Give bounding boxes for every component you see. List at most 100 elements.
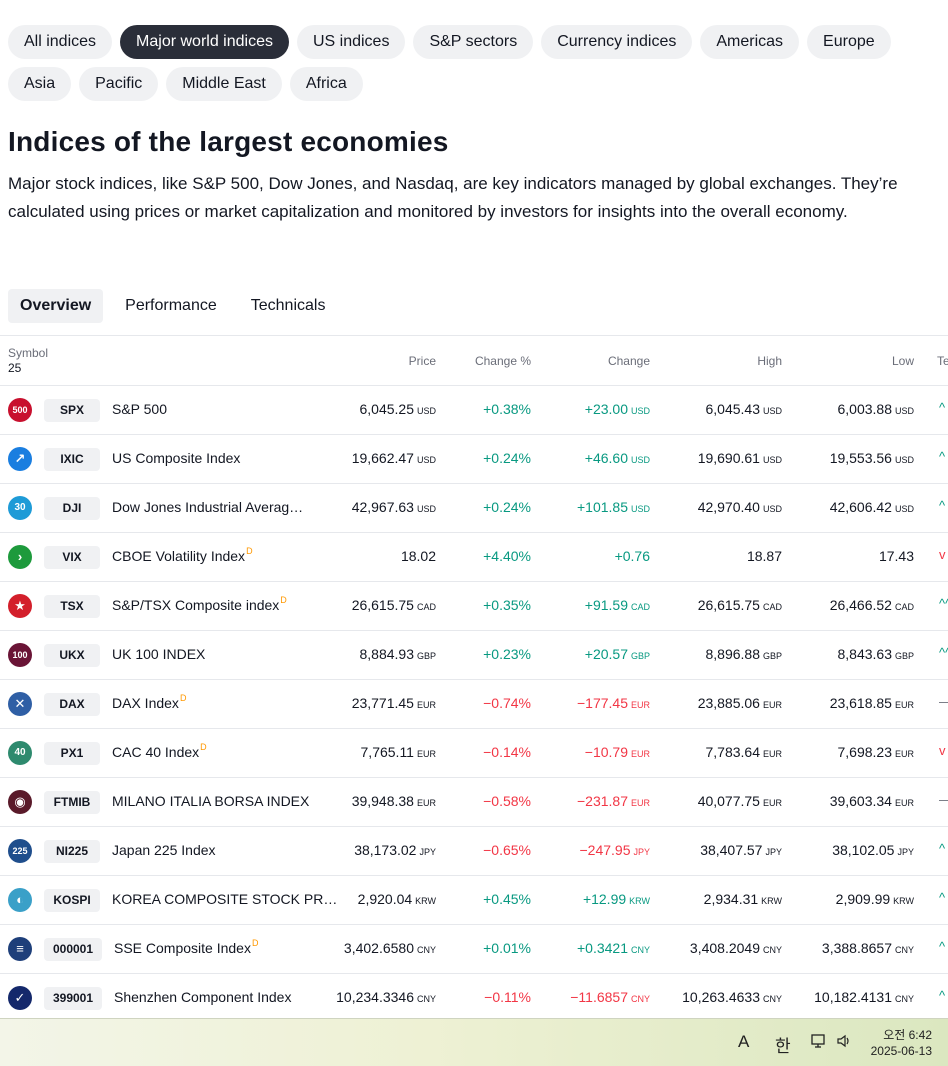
- price-value: 39,948.38: [351, 793, 414, 809]
- high-value: 23,885.06: [697, 695, 760, 711]
- index-name[interactable]: CBOE Volatility IndexD: [112, 546, 253, 564]
- filter-pill-europe[interactable]: Europe: [807, 25, 891, 59]
- ticker-badge[interactable]: SPX: [44, 399, 100, 422]
- table-row[interactable]: ◐ KOSPI KOREA COMPOSITE STOCK PR… 2,920.04 K…: [0, 876, 948, 925]
- tab-overview[interactable]: Overview: [8, 289, 104, 323]
- technical-rating-icon: ^: [939, 400, 946, 415]
- index-name[interactable]: SSE Composite IndexD: [114, 938, 258, 956]
- header-technicals[interactable]: Te: [937, 354, 948, 368]
- high-cell: 10,263.4633 CNY: [682, 989, 782, 1005]
- header-change-pct[interactable]: Change %: [474, 354, 531, 368]
- filter-pill-middle-east[interactable]: Middle East: [166, 67, 282, 101]
- ticker-badge[interactable]: DJI: [44, 497, 100, 520]
- currency-unit: CNY: [630, 945, 650, 955]
- ticker-badge[interactable]: IXIC: [44, 448, 100, 471]
- ticker-badge[interactable]: DAX: [44, 693, 100, 716]
- change-pct-cell: +0.35%: [483, 597, 531, 613]
- ticker-badge[interactable]: UKX: [44, 644, 100, 667]
- chg-cell: −11.6857 CNY: [570, 989, 650, 1005]
- ticker-badge[interactable]: VIX: [44, 546, 100, 569]
- high-cell: 2,934.31 KRW: [704, 891, 782, 907]
- filter-pill-asia[interactable]: Asia: [8, 67, 72, 101]
- change-pct-cell: +0.24%: [483, 450, 531, 466]
- page-title: Indices of the largest economies: [8, 126, 449, 157]
- ticker-badge[interactable]: 000001: [44, 938, 102, 961]
- ime-mode-indicator[interactable]: A: [738, 1032, 750, 1051]
- filter-pill-africa[interactable]: Africa: [289, 67, 363, 101]
- table-row[interactable]: ✓ 399001 Shenzhen Component Index 10,234.33…: [0, 974, 948, 1023]
- chg-cell: −10.79 EUR: [585, 744, 650, 760]
- header-high[interactable]: High: [757, 354, 782, 368]
- index-name[interactable]: S&P/TSX Composite indexD: [112, 595, 287, 613]
- index-logo-icon: ◐: [8, 888, 32, 912]
- network-icon[interactable]: [810, 1032, 828, 1055]
- index-name[interactable]: MILANO ITALIA BORSA INDEX: [112, 793, 309, 809]
- filter-pill-all-indices[interactable]: All indices: [8, 25, 113, 59]
- tab-technicals[interactable]: Technicals: [250, 297, 326, 314]
- currency-unit: CNY: [630, 994, 650, 1004]
- table-row[interactable]: 100 UKX UK 100 INDEX 8,884.93 GBP +0.23% +20.5…: [0, 631, 948, 680]
- delayed-data-mark: D: [246, 546, 253, 556]
- table-row[interactable]: › VIX CBOE Volatility IndexD 18.02 +4.40% +0.…: [0, 533, 948, 582]
- index-name[interactable]: Shenzhen Component Index: [114, 989, 291, 1005]
- technical-rating-icon: ^: [939, 890, 946, 905]
- ticker-badge[interactable]: TSX: [44, 595, 100, 618]
- ticker-badge[interactable]: NI225: [44, 840, 100, 863]
- table-row[interactable]: ✕ DAX DAX IndexD 23,771.45 EUR −0.74% −177.45 E…: [0, 680, 948, 729]
- table-row[interactable]: 40 PX1 CAC 40 IndexD 7,765.11 EUR −0.14% −10.7…: [0, 729, 948, 778]
- index-name[interactable]: US Composite Index: [112, 450, 240, 466]
- index-name[interactable]: UK 100 INDEX: [112, 646, 205, 662]
- header-change[interactable]: Change: [607, 354, 650, 368]
- filter-pill-sandp-sectors[interactable]: S&P sectors: [413, 25, 534, 59]
- filter-pill-currency-indices[interactable]: Currency indices: [541, 25, 693, 59]
- table-row[interactable]: ◉ FTMIB MILANO ITALIA BORSA INDEX 39,948.38…: [0, 778, 948, 827]
- low-value: 38,102.05: [832, 842, 895, 858]
- index-name[interactable]: KOREA COMPOSITE STOCK PR…: [112, 891, 337, 907]
- index-name[interactable]: Dow Jones Industrial Averag…: [112, 499, 303, 515]
- high-value: 26,615.75: [697, 597, 760, 613]
- chg-value: +23.00: [584, 401, 628, 417]
- high-cell: 7,783.64 EUR: [705, 744, 782, 760]
- filter-pill-major-world-indices[interactable]: Major world indices: [120, 25, 289, 59]
- table-row[interactable]: 30 DJI Dow Jones Industrial Averag… 42,967.…: [0, 484, 948, 533]
- price-value: 23,771.45: [351, 695, 414, 711]
- delayed-data-mark: D: [280, 595, 287, 605]
- volume-icon[interactable]: [836, 1033, 852, 1054]
- chg-value: +91.59: [584, 597, 628, 613]
- table-row[interactable]: ↗ IXIC US Composite Index 19,662.47 USD +0.24…: [0, 435, 948, 484]
- ime-language-indicator[interactable]: 한: [775, 1037, 791, 1056]
- low-cell: 3,388.8657 CNY: [822, 940, 914, 956]
- currency-unit: JPY: [419, 847, 436, 857]
- index-name[interactable]: CAC 40 IndexD: [112, 742, 207, 760]
- currency-unit: USD: [630, 406, 650, 416]
- low-value: 26,466.52: [829, 597, 892, 613]
- tab-performance[interactable]: Performance: [125, 297, 217, 314]
- chg-cell: −177.45 EUR: [577, 695, 650, 711]
- chg-cell: +91.59 CAD: [585, 597, 650, 613]
- currency-unit: CNY: [416, 994, 436, 1004]
- filter-pill-americas[interactable]: Americas: [700, 25, 800, 59]
- index-name[interactable]: S&P 500: [112, 401, 167, 417]
- table-row[interactable]: ★ TSX S&P/TSX Composite indexD 26,615.75 CAD…: [0, 582, 948, 631]
- index-name[interactable]: DAX IndexD: [112, 693, 186, 711]
- currency-unit: GBP: [630, 651, 650, 661]
- table-row[interactable]: 225 NI225 Japan 225 Index 38,173.02 JPY −0.65…: [0, 827, 948, 876]
- table-row[interactable]: 500 SPX S&P 500 6,045.25 USD +0.38% +23.00 USD 6…: [0, 386, 948, 435]
- header-symbol[interactable]: Symbol 25: [8, 346, 49, 375]
- ticker-badge[interactable]: PX1: [44, 742, 100, 765]
- header-low[interactable]: Low: [891, 354, 914, 368]
- low-value: 10,182.4131: [814, 989, 892, 1005]
- chg-cell: +20.57 GBP: [585, 646, 650, 662]
- index-name-text: CAC 40 Index: [112, 744, 200, 760]
- price-cell: 18.02: [401, 548, 436, 564]
- ticker-badge[interactable]: 399001: [44, 987, 102, 1010]
- filter-pill-pacific[interactable]: Pacific: [79, 67, 159, 101]
- index-logo-icon: 30: [8, 496, 32, 520]
- ticker-badge[interactable]: FTMIB: [44, 791, 100, 814]
- index-name[interactable]: Japan 225 Index: [112, 842, 216, 858]
- table-row[interactable]: ≡ 000001 SSE Composite IndexD 3,402.6580 CNY…: [0, 925, 948, 974]
- system-clock[interactable]: 오전 6:42 2025-06-13: [870, 1028, 932, 1058]
- filter-pill-us-indices[interactable]: US indices: [296, 25, 406, 59]
- ticker-badge[interactable]: KOSPI: [44, 889, 100, 912]
- header-price[interactable]: Price: [408, 354, 436, 368]
